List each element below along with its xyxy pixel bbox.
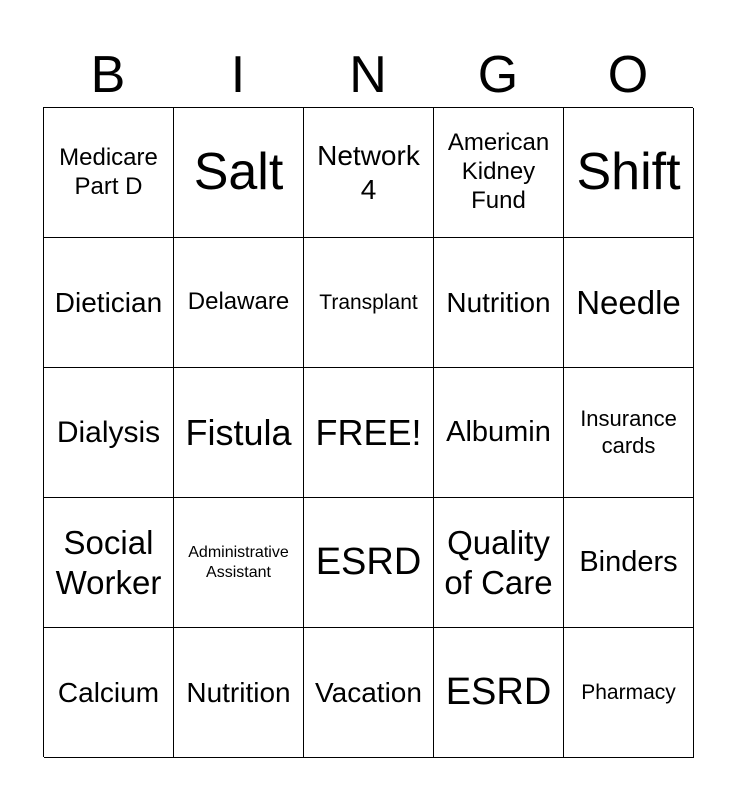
- bingo-cell[interactable]: Administrative Assistant: [174, 498, 304, 628]
- cell-label: Network 4: [317, 139, 420, 205]
- bingo-cell[interactable]: Nutrition: [434, 238, 564, 368]
- cell-label: Insurance cards: [580, 406, 677, 458]
- header-letter-g: G: [477, 46, 519, 104]
- bingo-cell[interactable]: Fistula: [174, 368, 304, 498]
- cell-label: Salt: [193, 143, 284, 202]
- bingo-cell[interactable]: ESRD: [434, 628, 564, 758]
- bingo-cell[interactable]: Salt: [174, 108, 304, 238]
- bingo-cell[interactable]: Delaware: [174, 238, 304, 368]
- cell-label: Administrative Assistant: [188, 544, 289, 581]
- bingo-cell[interactable]: Nutrition: [174, 628, 304, 758]
- bingo-cell[interactable]: Albumin: [434, 368, 564, 498]
- bingo-cell[interactable]: Network 4: [304, 108, 434, 238]
- cell-label: Transplant: [319, 290, 418, 314]
- header-letter-i: I: [230, 46, 246, 104]
- cell-label: FREE!: [315, 411, 422, 453]
- cell-label: Needle: [576, 283, 681, 321]
- header-letter-o: O: [607, 46, 649, 104]
- header-letter-b: B: [90, 46, 126, 104]
- bingo-cell[interactable]: American Kidney Fund: [434, 108, 564, 238]
- cell-label: ESRD: [315, 540, 422, 583]
- bingo-cell[interactable]: Needle: [564, 238, 694, 368]
- bingo-cell[interactable]: Dialysis: [44, 368, 174, 498]
- cell-label: Vacation: [315, 676, 422, 708]
- cell-label: Dietician: [54, 286, 163, 318]
- bingo-cell[interactable]: Pharmacy: [564, 628, 694, 758]
- bingo-cell[interactable]: FREE!: [304, 368, 434, 498]
- cell-label: Nutrition: [446, 286, 551, 318]
- cell-label: Fistula: [185, 411, 292, 453]
- bingo-cell[interactable]: Insurance cards: [564, 368, 694, 498]
- bingo-cell[interactable]: Quality of Care: [434, 498, 564, 628]
- cell-label: Albumin: [446, 416, 551, 449]
- bingo-cell[interactable]: ESRD: [304, 498, 434, 628]
- bingo-cell[interactable]: Medicare Part D: [44, 108, 174, 238]
- cell-label: Medicare Part D: [59, 143, 158, 200]
- bingo-cell[interactable]: Shift: [564, 108, 694, 238]
- bingo-header: B I N G O: [43, 44, 693, 106]
- cell-label: Binders: [579, 546, 678, 579]
- cell-label: American Kidney Fund: [447, 129, 550, 214]
- cell-label: Dialysis: [56, 415, 161, 449]
- bingo-cell[interactable]: Social Worker: [44, 498, 174, 628]
- cell-label: ESRD: [445, 670, 552, 713]
- header-letter-n: N: [349, 46, 387, 104]
- cell-label: Nutrition: [186, 676, 291, 708]
- bingo-grid: Medicare Part D Salt Network 4 American Kid…: [43, 107, 694, 758]
- cell-label: Calcium: [57, 676, 160, 708]
- cell-label: Delaware: [187, 288, 290, 316]
- bingo-cell[interactable]: Transplant: [304, 238, 434, 368]
- bingo-cell[interactable]: Dietician: [44, 238, 174, 368]
- cell-label: Pharmacy: [581, 680, 676, 704]
- bingo-cell[interactable]: Vacation: [304, 628, 434, 758]
- bingo-cell[interactable]: Calcium: [44, 628, 174, 758]
- bingo-cell[interactable]: Binders: [564, 498, 694, 628]
- cell-label: Shift: [576, 143, 681, 202]
- cell-label: Quality of Care: [444, 523, 553, 601]
- cell-label: Social Worker: [55, 523, 162, 601]
